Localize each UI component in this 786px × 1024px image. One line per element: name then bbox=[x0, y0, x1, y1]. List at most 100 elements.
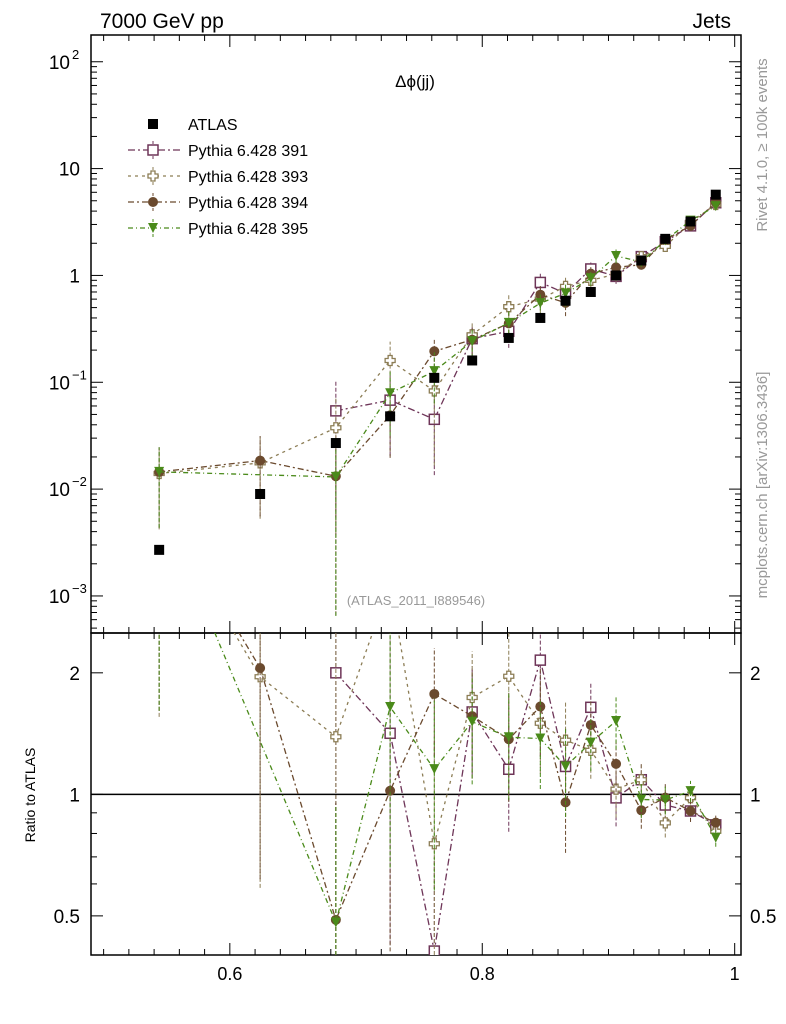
atlas-point bbox=[429, 372, 440, 383]
series-0-line bbox=[335, 202, 717, 421]
series-3-point bbox=[710, 201, 721, 212]
series-1-ratio-point bbox=[559, 734, 572, 746]
atlas-point bbox=[560, 295, 571, 306]
series-1-ratio-point bbox=[428, 838, 440, 850]
series-3-ratio-point bbox=[636, 794, 647, 805]
series-2-point bbox=[611, 262, 622, 273]
series-3-point bbox=[330, 471, 341, 482]
series-0-ratio-point bbox=[534, 654, 547, 666]
series-3-ratio-point bbox=[560, 761, 571, 772]
legend-label-atlas: ATLAS bbox=[188, 117, 238, 134]
series-3-point bbox=[585, 273, 596, 284]
ratio-plot-area bbox=[158, 633, 722, 955]
legend-label-2: Pythia 6.428 394 bbox=[188, 195, 308, 212]
x-tick-label: 0.6 bbox=[217, 964, 242, 984]
series-3-ratio-point bbox=[660, 795, 671, 806]
series-3-point bbox=[560, 288, 571, 299]
y-tick-label: 10 bbox=[49, 587, 70, 608]
header-right: Jets bbox=[692, 10, 731, 33]
series-2-point bbox=[255, 455, 266, 466]
atlas-point bbox=[503, 332, 514, 343]
mcplots-label: mcplots.cern.ch [arXiv:1306.3436] bbox=[754, 372, 771, 599]
ratio-y-tick-label: 1 bbox=[69, 785, 80, 806]
atlas-point bbox=[255, 488, 266, 499]
atlas-point bbox=[154, 544, 165, 555]
series-2-ratio-point bbox=[585, 719, 596, 730]
series-1-ratio-point bbox=[330, 731, 342, 743]
series-1-ratio-point bbox=[659, 817, 671, 829]
legend-marker-2 bbox=[148, 197, 158, 207]
atlas-point bbox=[385, 411, 396, 422]
x-tick-label: 1 bbox=[730, 964, 740, 984]
atlas-point bbox=[685, 216, 696, 227]
series-3-point bbox=[611, 251, 622, 262]
ratio-y-tick-label: 0.5 bbox=[54, 907, 80, 928]
atlas-point bbox=[710, 189, 721, 200]
atlas-point bbox=[535, 312, 546, 323]
series-3-ratio-point bbox=[503, 732, 514, 743]
y-tick-label: 10 bbox=[49, 480, 70, 501]
series-3-point bbox=[154, 466, 165, 477]
atlas-point bbox=[611, 270, 622, 281]
series-3-ratio-point bbox=[611, 715, 622, 726]
annotation: (ATLAS_2011_I889546) bbox=[347, 593, 485, 608]
series-3-ratio-point bbox=[585, 737, 596, 748]
series-2-line bbox=[159, 201, 717, 477]
atlas-point bbox=[330, 438, 341, 449]
series-2-ratio-point bbox=[535, 701, 546, 712]
series-1-point bbox=[384, 354, 396, 367]
series-3-ratio-point bbox=[429, 764, 440, 775]
atlas-point bbox=[636, 255, 647, 266]
y-tick-label: 1 bbox=[69, 266, 80, 287]
legend-label-1: Pythia 6.428 393 bbox=[188, 169, 308, 186]
series-1-point bbox=[330, 422, 342, 434]
series-1-ratio-point bbox=[503, 670, 515, 682]
series-3-point bbox=[385, 388, 396, 399]
atlas-point bbox=[467, 355, 478, 366]
ratio-y-tick-label-right: 0.5 bbox=[750, 907, 776, 928]
x-tick-label: 0.8 bbox=[470, 964, 495, 984]
series-2-ratio-point bbox=[685, 806, 696, 817]
series-1-ratio-point bbox=[254, 671, 266, 683]
header-left: 7000 GeV pp bbox=[100, 10, 224, 33]
series-3-ratio-line bbox=[214, 633, 717, 925]
legend-marker-1 bbox=[147, 170, 159, 182]
series-3-ratio-point bbox=[330, 917, 341, 928]
series-3-line bbox=[159, 205, 717, 478]
ratio-y-tick-label-right: 1 bbox=[750, 785, 761, 806]
y-tick-exponent: 2 bbox=[72, 47, 79, 62]
y-tick-exponent: −1 bbox=[72, 367, 87, 382]
atlas-point bbox=[660, 233, 671, 244]
y-tick-label: 10 bbox=[59, 160, 80, 181]
series-0-point bbox=[534, 276, 547, 289]
series-2-ratio-point bbox=[385, 785, 396, 796]
chart-title: Δϕ(jj) bbox=[395, 72, 435, 91]
series-1-point bbox=[503, 301, 515, 313]
ratio-y-tick-label: 2 bbox=[69, 664, 80, 685]
series-3-point bbox=[503, 317, 514, 328]
y-tick-exponent: −3 bbox=[72, 581, 87, 596]
series-3-ratio-point bbox=[535, 733, 546, 744]
series-2-ratio-line bbox=[238, 633, 717, 922]
series-1-line bbox=[159, 203, 717, 475]
series-3-ratio-point bbox=[685, 786, 696, 797]
rivet-label: Rivet 4.1.0, ≥ 100k events bbox=[754, 58, 771, 231]
series-1-ratio-line bbox=[233, 633, 717, 844]
ratio-y-tick-label-right: 2 bbox=[750, 664, 761, 685]
y-tick-label: 10 bbox=[49, 373, 70, 394]
ratio-ylabel: Ratio to ATLAS bbox=[22, 748, 38, 843]
series-2-ratio-point bbox=[255, 663, 266, 674]
legend-marker-3 bbox=[148, 223, 158, 233]
series-2-ratio-point bbox=[429, 688, 440, 699]
series-3-ratio-point bbox=[467, 716, 478, 727]
series-3-ratio-point bbox=[710, 832, 721, 843]
main-plot-area bbox=[153, 189, 722, 616]
legend-marker-0 bbox=[147, 144, 159, 156]
legend-label-3: Pythia 6.428 395 bbox=[188, 221, 308, 238]
series-1-ratio-point bbox=[635, 774, 647, 786]
series-3-point bbox=[535, 298, 546, 309]
series-2-ratio-point bbox=[710, 817, 721, 828]
y-tick-label: 10 bbox=[49, 53, 70, 74]
series-3-ratio-point bbox=[385, 701, 396, 712]
